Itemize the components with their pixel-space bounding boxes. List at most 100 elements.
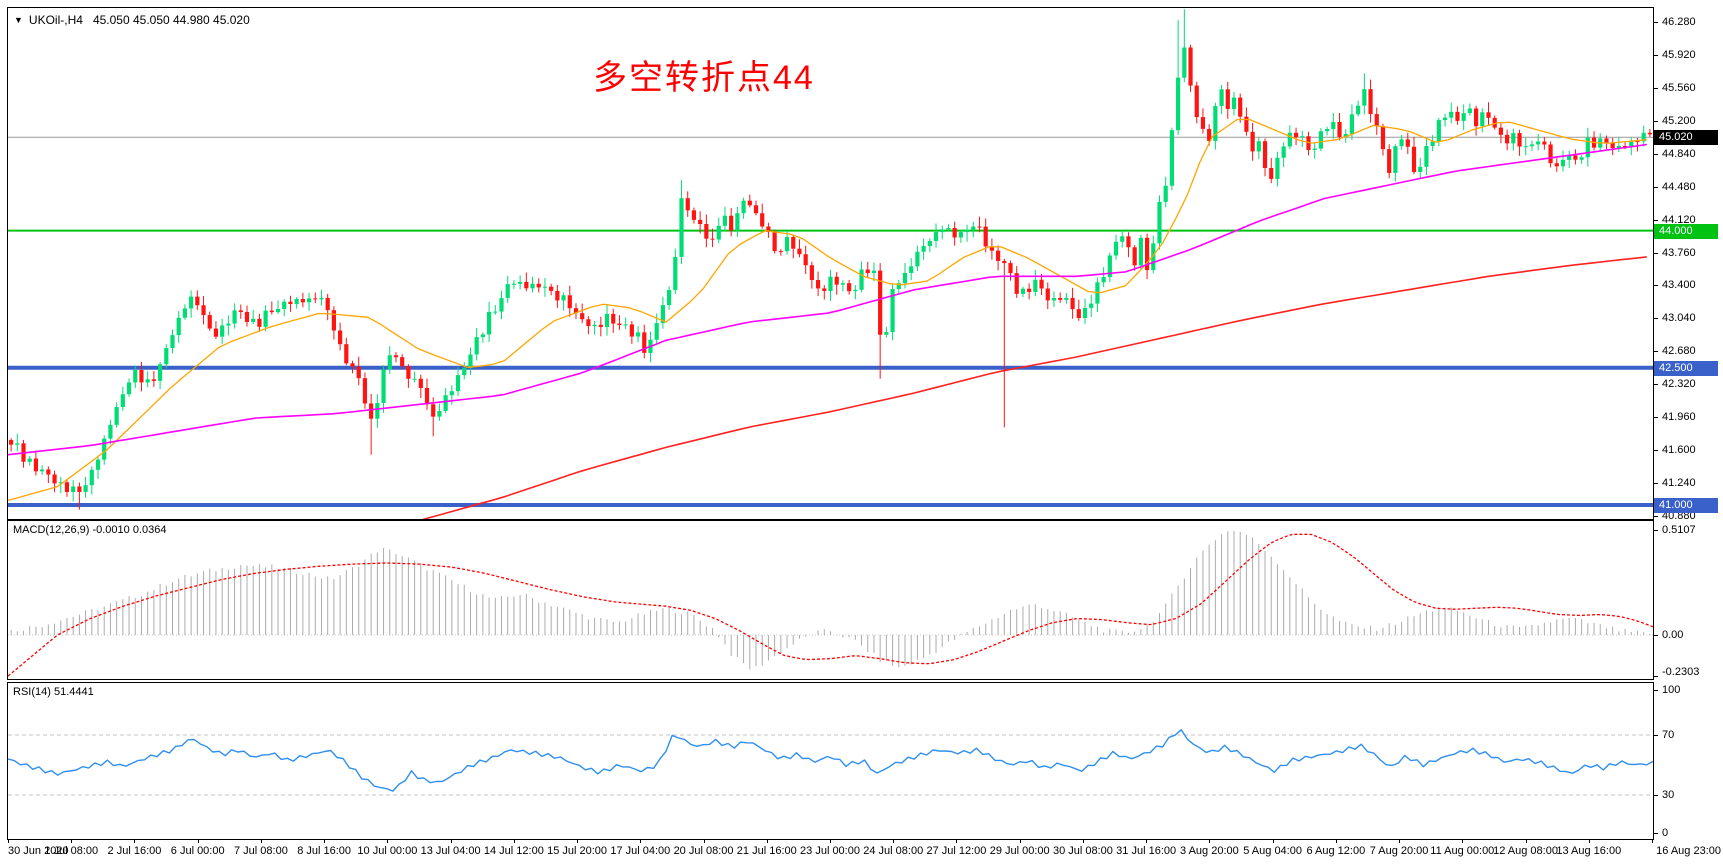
axis-tick-mark xyxy=(1653,186,1658,188)
time-axis-label: 21 Jul 16:00 xyxy=(736,845,797,857)
time-axis-label: 1 Jul 08:00 xyxy=(44,845,99,857)
axis-tick-mark xyxy=(1653,833,1658,834)
axis-tick-mark xyxy=(1653,351,1658,353)
rsi-axis-label: 0 xyxy=(1662,827,1669,839)
annotation-text[interactable]: 多空转折点44 xyxy=(593,59,815,97)
time-axis-label: 7 Jul 08:00 xyxy=(234,845,288,857)
time-tick-mark xyxy=(197,839,199,843)
time-axis-label: 24 Jul 08:00 xyxy=(863,845,924,857)
time-axis-label: 29 Jul 00:00 xyxy=(989,845,1050,857)
price-axis-label: 44.480 xyxy=(1662,180,1696,193)
price-axis-label: 41.600 xyxy=(1662,444,1696,457)
rsi-axis-label: 30 xyxy=(1662,789,1675,801)
time-axis-label: 30 Jun 2020 xyxy=(8,845,69,857)
price-axis-label: 45.920 xyxy=(1662,48,1696,61)
price-axis-label: 43.760 xyxy=(1662,246,1696,259)
time-axis-label: 13 Jul 04:00 xyxy=(420,845,481,857)
axis-tick-mark xyxy=(1653,676,1658,677)
time-axis-label: 20 Jul 08:00 xyxy=(673,845,734,857)
axis-tick-mark xyxy=(1653,153,1658,155)
price-axis-label: 46.280 xyxy=(1662,15,1696,28)
time-tick-mark xyxy=(1082,839,1084,843)
price-level-label: 42.500 xyxy=(1654,360,1718,376)
time-axis-label: 6 Aug 12:00 xyxy=(1306,845,1366,857)
time-tick-mark xyxy=(1146,839,1148,843)
macd-axis-label: 0.00 xyxy=(1662,629,1684,641)
price-axis-label: 43.400 xyxy=(1662,279,1696,292)
axis-tick-mark xyxy=(1653,252,1658,254)
macd-panel[interactable]: MACD(12,26,9) -0.0010 0.0364 xyxy=(7,520,1654,680)
axis-tick-mark xyxy=(1653,635,1658,636)
macd-indicator-label: MACD(12,26,9) -0.0010 0.0364 xyxy=(13,524,167,536)
rsi-axis-label: 70 xyxy=(1662,729,1675,741)
price-axis-label: 42.680 xyxy=(1662,345,1696,358)
time-tick-mark xyxy=(830,839,831,843)
time-axis[interactable]: 30 Jun 2020 1 Jul 08:00 2 Jul 16:00 6 Jul 0… xyxy=(0,839,1723,865)
time-tick-mark xyxy=(71,839,73,843)
time-axis-label: 23 Jul 00:00 xyxy=(800,845,860,857)
rsi-indicator-label: RSI(14) 51.4441 xyxy=(13,686,94,698)
rsi-panel[interactable]: RSI(14) 51.4441 xyxy=(7,682,1654,840)
axis-tick-mark xyxy=(1653,219,1658,221)
axis-tick-mark xyxy=(1653,795,1658,796)
ohlc-values: 45.050 45.050 44.980 45.020 xyxy=(92,13,250,27)
time-tick-mark xyxy=(1335,839,1337,843)
price-axis[interactable]: 46.280 45.920 45.560 45.200 44.840 44.480 44.1… xyxy=(1653,0,1723,845)
time-axis-label: 17 Jul 04:00 xyxy=(610,845,671,857)
time-tick-mark xyxy=(766,839,768,843)
axis-tick-mark xyxy=(1653,417,1658,419)
price-panel[interactable]: ▼ UKOil-,H4 45.050 45.050 44.980 45.020 多空… xyxy=(7,7,1654,520)
time-tick-mark xyxy=(640,839,642,843)
price-axis-label: 45.560 xyxy=(1662,81,1696,94)
axis-tick-mark xyxy=(1653,483,1658,485)
axis-tick-mark xyxy=(1653,21,1658,23)
price-level-label: 41.000 xyxy=(1654,498,1718,513)
price-axis-label: 45.200 xyxy=(1662,114,1696,127)
time-tick-mark xyxy=(956,839,958,843)
time-axis-label: 15 Jul 20:00 xyxy=(547,845,608,857)
time-tick-mark xyxy=(387,839,389,843)
price-level-label: 45.020 xyxy=(1654,130,1718,146)
axis-tick-mark xyxy=(1653,735,1658,736)
time-tick-mark xyxy=(1462,839,1464,843)
time-tick-mark xyxy=(577,839,579,843)
macd-axis-label: 0.5107 xyxy=(1662,524,1696,536)
price-axis-label: 44.120 xyxy=(1662,213,1696,226)
time-tick-mark xyxy=(1525,839,1527,843)
axis-tick-mark xyxy=(1653,87,1658,89)
symbol-timeframe-label: UKOil-,H4 xyxy=(28,13,83,27)
time-axis-label: 2 Jul 16:00 xyxy=(107,845,162,857)
price-axis-label: 44.840 xyxy=(1662,147,1696,160)
rsi-canvas xyxy=(8,729,1653,796)
time-tick-mark xyxy=(260,839,262,843)
price-axis-label: 41.960 xyxy=(1662,411,1696,424)
time-axis-label: 30 Jul 08:00 xyxy=(1052,845,1113,857)
time-axis-label: 5 Aug 04:00 xyxy=(1243,845,1302,857)
time-axis-label: 13 Aug 16:00 xyxy=(1556,845,1622,857)
time-tick-mark xyxy=(1588,839,1590,843)
time-axis-label: 27 Jul 12:00 xyxy=(926,845,987,857)
chart-legend: ▼ UKOil-,H4 45.050 45.050 44.980 45.020 xyxy=(14,13,250,27)
time-tick-mark xyxy=(1019,839,1021,843)
time-tick-mark xyxy=(134,839,136,843)
price-level-label: 44.000 xyxy=(1654,223,1718,239)
time-axis-label: 11 Aug 00:00 xyxy=(1430,845,1495,857)
time-axis-label: 8 Jul 16:00 xyxy=(297,845,352,857)
time-tick-mark xyxy=(1652,839,1653,843)
time-axis-label: 10 Jul 00:00 xyxy=(357,845,418,857)
chevron-down-icon[interactable]: ▼ xyxy=(14,15,23,25)
time-axis-label: 12 Aug 08:00 xyxy=(1493,845,1558,857)
time-tick-mark xyxy=(893,839,895,843)
time-axis-label: 31 Jul 16:00 xyxy=(1116,845,1177,857)
time-tick-mark xyxy=(1209,839,1211,843)
time-axis-label: 3 Aug 20:00 xyxy=(1180,845,1239,857)
axis-tick-mark xyxy=(1653,285,1658,287)
time-tick-mark xyxy=(8,839,9,843)
axis-tick-mark xyxy=(1653,690,1658,691)
price-axis-label: 42.320 xyxy=(1662,378,1696,391)
time-axis-label: 7 Aug 20:00 xyxy=(1369,845,1429,857)
time-tick-mark xyxy=(1272,839,1274,843)
axis-tick-mark xyxy=(1653,54,1658,56)
axis-tick-mark xyxy=(1653,515,1658,517)
time-tick-mark xyxy=(703,839,705,843)
